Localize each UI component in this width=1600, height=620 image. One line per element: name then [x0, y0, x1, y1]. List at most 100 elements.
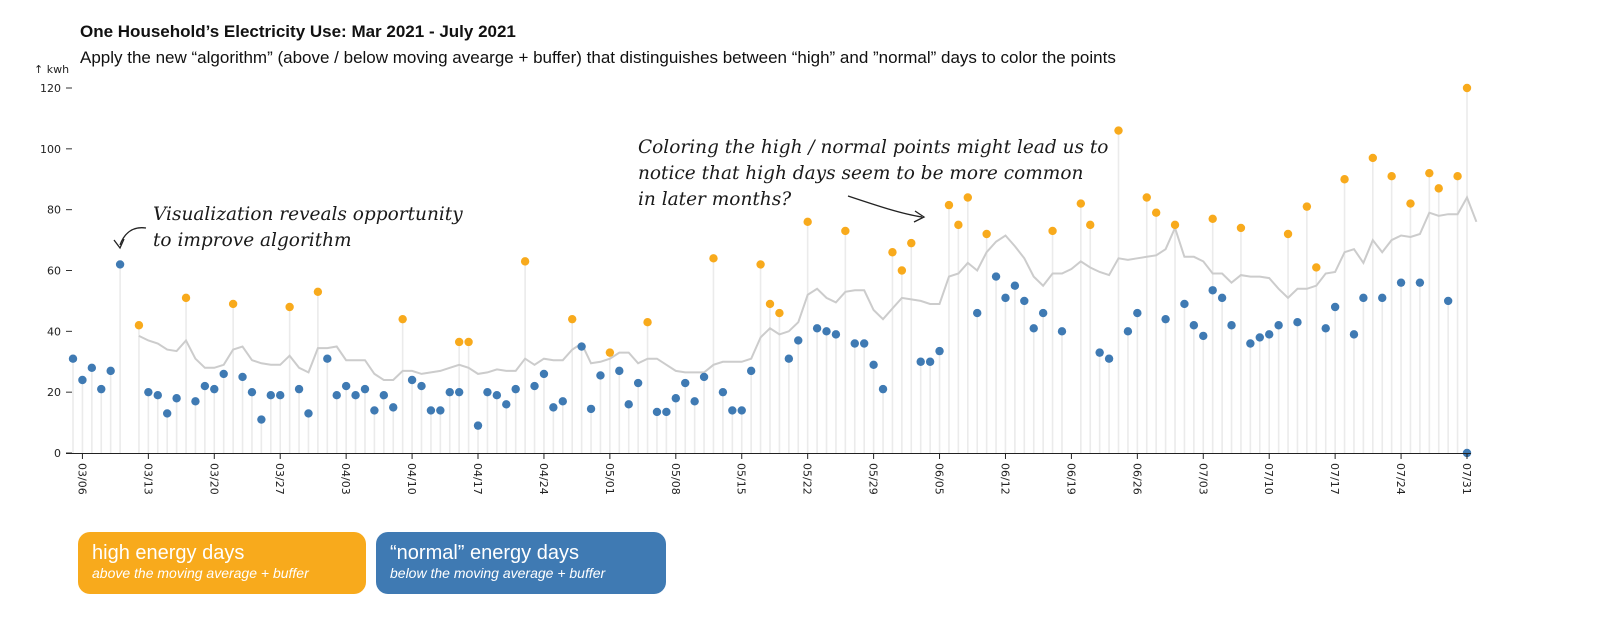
x-tick-label: 03/27 [273, 463, 286, 495]
x-tick-label: 04/10 [405, 463, 418, 495]
y-tick: 120 [40, 82, 72, 95]
high-day-point [605, 348, 615, 357]
normal-day-point [1057, 327, 1067, 336]
normal-day-point [1038, 308, 1048, 318]
x-tick: 07/17 [1328, 453, 1341, 495]
normal-day-point [549, 403, 558, 412]
normal-day-point [1415, 278, 1425, 287]
normal-day-point [511, 384, 520, 394]
high-day-point [1086, 220, 1095, 230]
stem-lines [72, 88, 1468, 453]
normal-day-point [831, 330, 841, 339]
normal-day-point [681, 378, 690, 388]
normal-day-point [389, 403, 398, 412]
normal-day-point [1217, 293, 1227, 303]
high-day-point [454, 337, 464, 347]
high-day-point [888, 248, 897, 257]
x-tick-label: 05/15 [735, 463, 748, 495]
normal-day-point [1199, 331, 1208, 341]
high-day-point [568, 314, 577, 324]
normal-day-point [586, 404, 596, 414]
normal-day-point [266, 391, 275, 400]
high-day-point [944, 200, 954, 210]
normal-day-point [200, 381, 210, 391]
normal-day-point [1010, 281, 1020, 290]
legend-normal-energy: “normal” energy days below the moving av… [376, 532, 666, 594]
y-tick: 80 [47, 204, 72, 217]
high-day-point [1208, 214, 1217, 223]
x-tick: 06/05 [933, 453, 946, 495]
y-tick-label: 120 [40, 82, 61, 95]
x-tick-label: 07/03 [1196, 463, 1209, 495]
normal-day-point [1265, 330, 1274, 339]
normal-day-point [294, 384, 304, 394]
annotation-later-months: Coloring the high / normal points might … [638, 137, 1108, 210]
normal-day-point [407, 375, 417, 385]
x-tick-label: 04/03 [339, 463, 352, 495]
normal-day-point [1396, 278, 1406, 287]
annotation-arrow [847, 195, 923, 218]
high-day-point [464, 337, 473, 347]
normal-day-point [97, 384, 106, 394]
annotations: Visualization reveals opportunity to impr… [113, 137, 1108, 251]
high-day-point [1453, 172, 1462, 181]
normal-day-point [210, 384, 219, 394]
normal-day-point [624, 400, 633, 409]
normal-day-point [351, 391, 360, 400]
normal-day-point [737, 406, 746, 415]
chart-subtitle: Apply the new “algorithm” (above / below… [80, 48, 1116, 67]
annotation-line: Coloring the high / normal points might … [638, 137, 1108, 158]
normal-day-point [1443, 296, 1453, 306]
x-tick-label: 05/22 [801, 463, 814, 495]
x-tick: 05/08 [669, 453, 682, 495]
normal-day-point [1349, 330, 1359, 339]
x-tick-label: 05/29 [867, 463, 880, 495]
high-day-point [1151, 208, 1161, 217]
normal-day-point [360, 384, 370, 394]
x-tick-label: 06/12 [998, 463, 1011, 495]
normal-day-point [850, 339, 859, 348]
y-tick: 40 [47, 325, 72, 338]
high-day-point [982, 229, 991, 239]
high-day-point [1434, 184, 1443, 193]
annotation-line: to improve algorithm [153, 230, 352, 251]
normal-day-point [370, 406, 379, 415]
normal-day-point [1104, 354, 1114, 363]
normal-day-point [1359, 293, 1368, 303]
normal-day-point [822, 327, 831, 336]
normal-day-point [454, 387, 464, 397]
x-tick-label: 06/19 [1064, 463, 1077, 495]
normal-day-point [1321, 324, 1330, 333]
high-day-point [841, 226, 850, 236]
high-day-point [134, 321, 144, 330]
x-tick: 07/24 [1394, 453, 1407, 495]
x-tick: 04/17 [471, 453, 484, 495]
x-tick: 03/20 [207, 453, 220, 495]
normal-day-point [615, 366, 624, 376]
annotation-arrowhead [113, 238, 125, 250]
normal-day-point [68, 354, 78, 363]
annotation-algorithm: Visualization reveals opportunity to impr… [153, 204, 463, 251]
moving-average-line [138, 195, 1478, 381]
high-day-point [1425, 168, 1434, 178]
legend-high-energy: high energy days above the moving averag… [78, 532, 366, 594]
high-day-point [398, 314, 407, 324]
normal-day-point [153, 391, 162, 400]
normal-day-point [323, 354, 332, 363]
normal-day-point [935, 346, 944, 356]
normal-day-point [991, 272, 1001, 281]
annotation-arrowhead [913, 210, 926, 223]
normal-day-point [558, 397, 567, 406]
normal-day-point [973, 308, 982, 318]
x-tick-label: 03/20 [207, 463, 220, 495]
normal-day-point [1123, 327, 1133, 336]
high-day-point [1142, 193, 1151, 202]
y-axis: ↑ kwh 0 20 40 60 80 100 120 [34, 63, 72, 460]
chart-title: One Household’s Electricity Use: Mar 202… [80, 22, 516, 41]
x-tick: 03/06 [75, 453, 88, 495]
y-tick-label: 100 [40, 143, 61, 156]
normal-day-point [784, 354, 794, 363]
high-day-point [1368, 153, 1378, 163]
legend-high-sublabel: above the moving average + buffer [92, 565, 309, 581]
